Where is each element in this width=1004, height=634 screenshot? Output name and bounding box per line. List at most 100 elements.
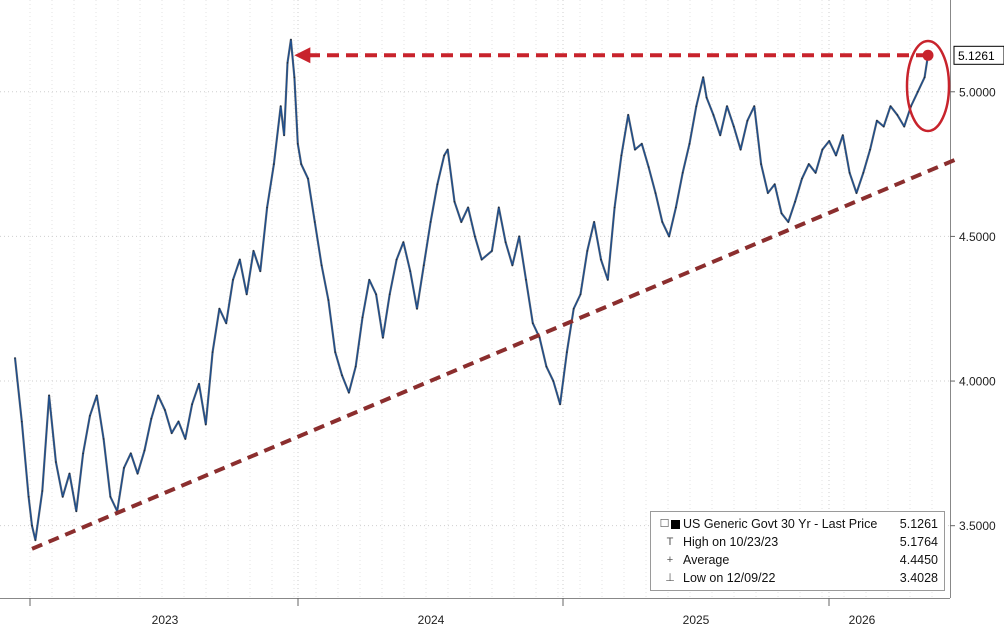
data-point bbox=[21, 420, 23, 423]
data-point bbox=[712, 114, 715, 116]
data-point bbox=[814, 171, 817, 174]
data-point bbox=[903, 125, 905, 128]
data-point bbox=[842, 134, 844, 136]
data-point bbox=[341, 374, 343, 377]
data-point bbox=[497, 206, 500, 209]
legend-series-value: 5.1261 bbox=[899, 517, 938, 531]
data-point bbox=[136, 472, 139, 475]
data-point bbox=[279, 105, 282, 108]
data-point bbox=[31, 524, 33, 527]
data-point bbox=[395, 258, 398, 261]
data-point bbox=[876, 119, 878, 122]
plot-area bbox=[0, 0, 951, 599]
data-point bbox=[27, 495, 30, 498]
data-point bbox=[123, 467, 125, 469]
data-point bbox=[855, 192, 858, 194]
x-tick-label: 2025 bbox=[683, 613, 710, 627]
data-point bbox=[443, 154, 446, 157]
data-point bbox=[191, 403, 193, 405]
data-point bbox=[55, 461, 57, 463]
legend-low-value: 3.4028 bbox=[899, 571, 938, 585]
data-point bbox=[835, 154, 837, 157]
data-point bbox=[511, 264, 514, 267]
data-point bbox=[572, 307, 575, 310]
data-point bbox=[286, 62, 289, 64]
data-point bbox=[184, 438, 187, 440]
data-point bbox=[593, 221, 595, 223]
data-point bbox=[143, 449, 146, 452]
data-point bbox=[627, 114, 630, 116]
data-point bbox=[787, 221, 790, 223]
last-price-box bbox=[953, 45, 1004, 65]
data-point bbox=[48, 394, 50, 397]
data-point bbox=[368, 279, 371, 281]
data-point bbox=[460, 221, 463, 223]
data-point bbox=[157, 394, 159, 397]
data-point bbox=[480, 258, 483, 261]
data-point bbox=[538, 336, 541, 339]
data-point bbox=[300, 163, 302, 165]
data-point bbox=[95, 394, 98, 397]
data-point bbox=[273, 163, 275, 165]
data-point bbox=[293, 76, 296, 79]
data-point bbox=[760, 163, 762, 165]
data-point bbox=[361, 316, 364, 319]
data-point bbox=[109, 495, 112, 498]
data-point bbox=[532, 322, 534, 324]
data-point bbox=[402, 241, 405, 243]
data-point bbox=[429, 221, 432, 223]
data-point bbox=[719, 134, 721, 136]
data-point bbox=[177, 420, 180, 423]
data-point bbox=[283, 134, 285, 136]
data-point bbox=[661, 221, 664, 223]
data-point bbox=[681, 171, 684, 174]
data-point bbox=[801, 177, 803, 180]
legend-swatch-icon bbox=[671, 519, 681, 529]
x-tick-label: 2023 bbox=[152, 613, 179, 627]
data-point bbox=[739, 148, 742, 151]
data-point bbox=[869, 148, 871, 151]
legend-checkbox-icon: ☐ bbox=[659, 516, 681, 533]
x-tick-label: 2026 bbox=[849, 613, 876, 627]
data-point bbox=[313, 221, 316, 223]
data-point bbox=[259, 270, 262, 272]
data-point bbox=[641, 143, 643, 145]
data-point bbox=[34, 539, 37, 541]
legend-row-high: T High on 10/23/23 5.1764 bbox=[651, 534, 938, 551]
legend-row-series: ☐ US Generic Govt 30 Yr - Last Price 5.1… bbox=[651, 516, 938, 533]
data-point bbox=[889, 105, 892, 108]
data-point bbox=[780, 212, 783, 215]
data-point bbox=[586, 250, 589, 252]
data-point bbox=[916, 90, 919, 93]
arrow-head-icon bbox=[294, 47, 311, 64]
legend-low-label: Low on 12/09/22 bbox=[683, 571, 776, 585]
legend-series-label: US Generic Govt 30 Yr - Last Price bbox=[683, 517, 878, 531]
last-price-label: 5.1261 bbox=[958, 49, 995, 63]
data-point bbox=[910, 105, 912, 108]
data-point bbox=[882, 125, 885, 128]
data-point bbox=[198, 383, 200, 385]
data-point bbox=[600, 258, 602, 261]
data-point bbox=[896, 114, 899, 116]
data-point bbox=[68, 472, 71, 475]
data-point bbox=[225, 322, 228, 324]
highlight-ellipse bbox=[905, 39, 951, 133]
data-point bbox=[647, 166, 650, 168]
data-point bbox=[307, 177, 309, 180]
data-point bbox=[705, 96, 708, 99]
y-tick-label: 3.5000 bbox=[959, 519, 996, 533]
data-point bbox=[620, 154, 623, 157]
y-tick-label: 5.0000 bbox=[959, 85, 996, 99]
data-point bbox=[807, 163, 810, 165]
y-tick-label: 4.0000 bbox=[959, 375, 996, 389]
data-point bbox=[525, 279, 527, 281]
low-marker-icon: ⊥ bbox=[665, 572, 675, 584]
data-point bbox=[290, 38, 292, 41]
data-point bbox=[474, 235, 476, 238]
data-point bbox=[695, 105, 698, 108]
data-point bbox=[14, 357, 16, 359]
trendline bbox=[31, 156, 960, 551]
data-point bbox=[518, 235, 520, 238]
data-point bbox=[388, 293, 391, 296]
